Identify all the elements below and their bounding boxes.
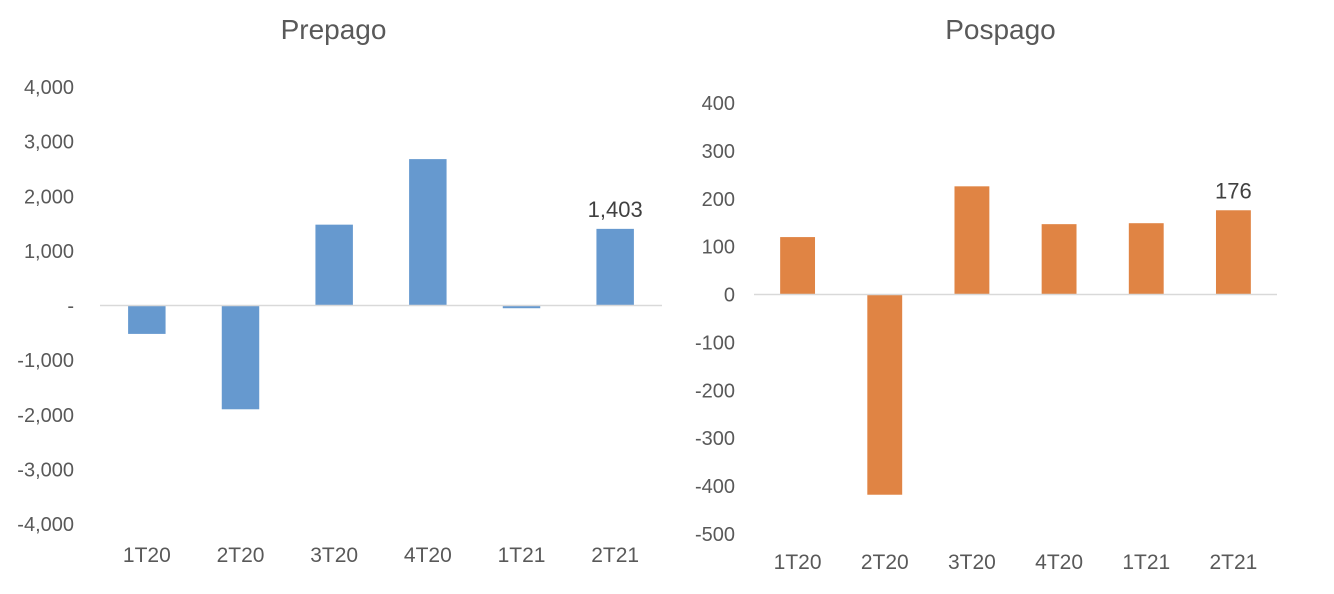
y-tick-label: -100: [695, 332, 735, 354]
x-tick-label: 1T20: [774, 551, 822, 574]
x-tick-label: 1T21: [1122, 551, 1170, 574]
y-tick-label: 0: [724, 285, 735, 307]
x-tick-label: 4T20: [1035, 551, 1083, 574]
y-tick-label: -300: [695, 428, 735, 450]
y-tick-label: 1,000: [24, 241, 74, 263]
y-tick-label: 300: [702, 141, 735, 163]
x-tick-label: 3T20: [310, 544, 358, 567]
data-label: 176: [1215, 178, 1252, 203]
x-tick-label: 4T20: [404, 544, 452, 567]
bar: [1041, 224, 1077, 295]
y-tick-label: 100: [702, 237, 735, 259]
x-tick-label: 2T21: [591, 544, 639, 567]
y-tick-label: 2,000: [24, 186, 74, 208]
chart-title: Prepago: [280, 14, 387, 45]
x-tick-label: 3T20: [948, 551, 996, 574]
y-tick-label: 3,000: [24, 132, 74, 154]
bar: [502, 305, 541, 309]
bar: [1128, 223, 1164, 295]
data-label: 1,403: [588, 197, 643, 222]
bar: [954, 186, 990, 295]
bar: [409, 159, 447, 306]
bar: [1215, 210, 1251, 295]
chart-prepago: Prepago 4,000 3,000 2,000 1,000 - -1,000 -2,00…: [17, 14, 662, 567]
y-tick-label: -4,000: [17, 514, 74, 536]
y-tick-label: 4,000: [24, 77, 74, 99]
x-tick-label: 2T20: [217, 544, 265, 567]
bar: [596, 228, 634, 306]
y-tick-label: -500: [695, 524, 735, 546]
chart-title: Pospago: [945, 14, 1056, 45]
bar: [315, 224, 353, 306]
x-tick-label: 2T21: [1209, 551, 1257, 574]
x-tick-label: 1T20: [123, 544, 171, 567]
y-tick-label: -200: [695, 380, 735, 402]
x-tick-label: 1T21: [498, 544, 546, 567]
y-tick-label: -: [67, 296, 74, 318]
y-tick-label: -2,000: [17, 405, 74, 427]
y-tick-label: 200: [702, 189, 735, 211]
chart-plot: 4,000 3,000 2,000 1,000 - -1,000 -2,000 -3,000 -…: [17, 77, 662, 567]
y-tick-label: -3,000: [17, 459, 74, 481]
y-tick-label: -400: [695, 476, 735, 498]
x-tick-label: 2T20: [861, 551, 909, 574]
bar: [221, 305, 260, 410]
bar: [780, 237, 816, 295]
y-tick-label: -1,000: [17, 350, 74, 372]
bar: [128, 305, 166, 334]
chart-plot: 400 300 200 100 0 -100 -200 -300 -400 -500 1T20 2T2…: [695, 93, 1277, 574]
bar: [867, 294, 903, 495]
chart-pospago: Pospago 400 300 200 100 0 -100 -200 -300 -400 -50…: [667, 0, 1334, 594]
y-tick-label: 400: [702, 93, 735, 115]
